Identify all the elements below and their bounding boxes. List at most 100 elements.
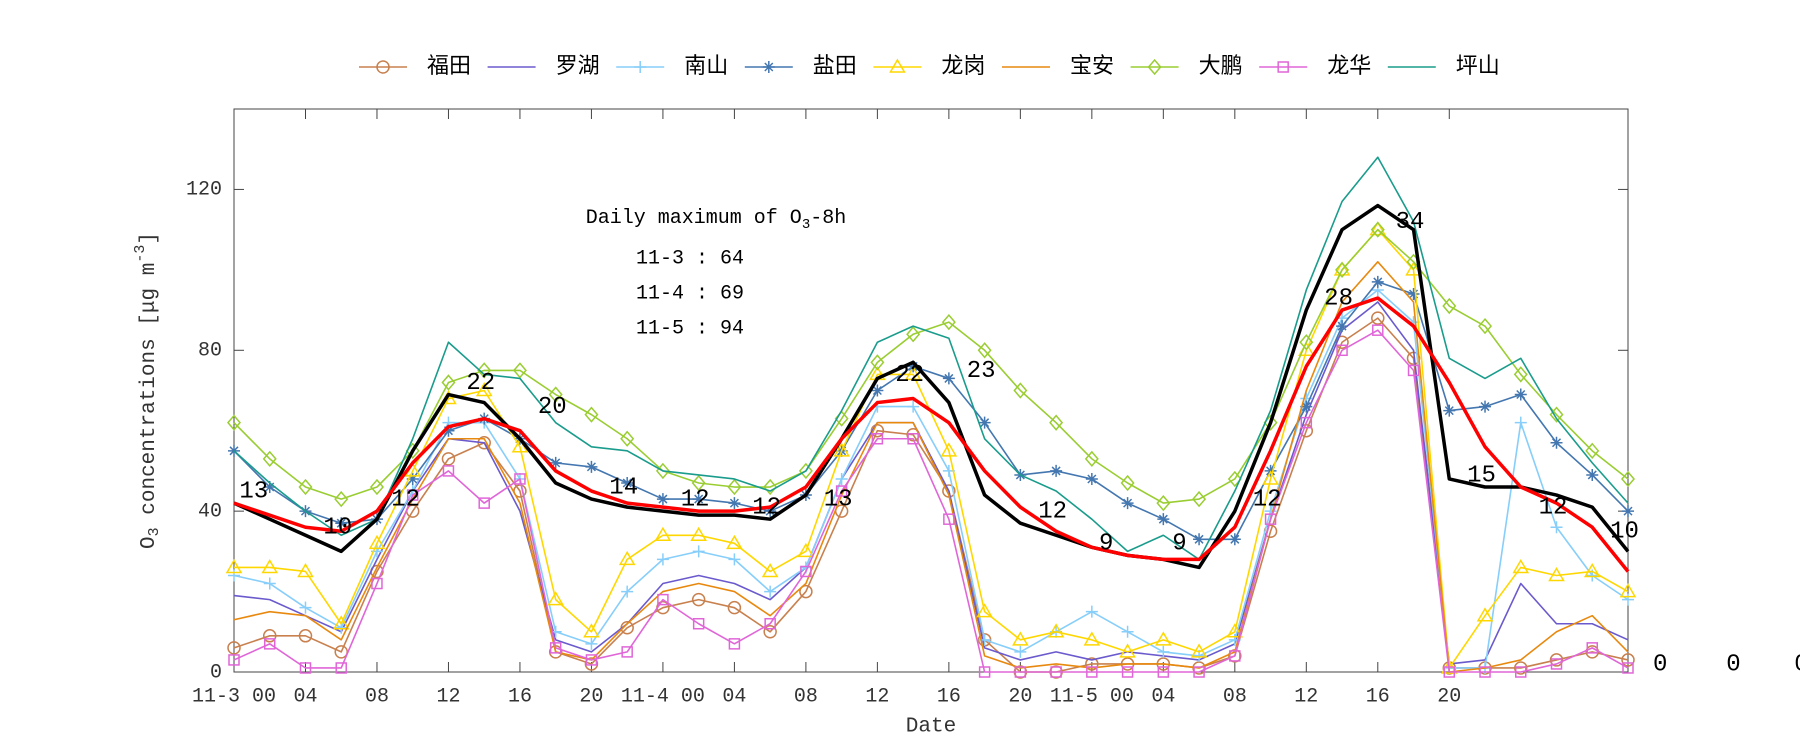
point [1476, 607, 1494, 622]
point [583, 623, 600, 638]
point [654, 526, 672, 542]
annotation: 0 [1726, 651, 1740, 678]
annotation: 9 [1099, 531, 1113, 558]
y-axis-label-part: O [138, 536, 161, 549]
point [548, 386, 563, 403]
annotation: 12 [391, 486, 420, 513]
point [1085, 472, 1098, 485]
point [406, 472, 419, 485]
annotation: 12 [1539, 495, 1568, 522]
point [1442, 297, 1457, 315]
point [1335, 335, 1349, 349]
info-title-part: Daily maximum of O [586, 207, 802, 230]
point [1264, 505, 1277, 518]
y-tick-label: 120 [186, 179, 222, 202]
x-tick-label: 08 [365, 685, 389, 708]
point [976, 603, 993, 618]
point [1120, 474, 1135, 492]
x-axis-label: Date [906, 716, 956, 739]
point [298, 478, 313, 496]
point [870, 354, 885, 371]
y-tick-label: 80 [198, 340, 222, 363]
x-tick-label: 08 [794, 685, 818, 708]
point [1227, 470, 1242, 488]
annotation: 22 [895, 362, 924, 389]
point [299, 601, 312, 614]
series-line [233, 329, 1629, 673]
point [549, 642, 562, 654]
x-tick-label: 12 [436, 685, 460, 708]
info-line: 11-3 : 64 [636, 247, 744, 270]
series-line [233, 281, 1629, 541]
point [1193, 533, 1206, 546]
point [1514, 388, 1527, 401]
point [1050, 464, 1063, 477]
point [1585, 442, 1600, 459]
info-title: Daily maximum of O3-8h [586, 207, 846, 232]
point [692, 493, 705, 506]
point [228, 654, 240, 666]
point [618, 550, 636, 566]
x-tick-label: 11-3 00 [192, 685, 276, 708]
point [1336, 344, 1348, 357]
point [1155, 631, 1172, 646]
x-tick-label: 12 [1294, 685, 1318, 708]
point [907, 433, 919, 445]
legend: 福田 罗湖 南山 盐田 龙岗 宝安 大鹏 龙华 坪山 [359, 54, 1500, 79]
point [1013, 382, 1028, 399]
point [371, 577, 383, 590]
point [1407, 287, 1420, 300]
x-tick-label: 16 [1366, 685, 1390, 708]
point [442, 465, 455, 477]
point [1371, 275, 1384, 288]
series-line [233, 228, 1629, 504]
point [1512, 558, 1530, 574]
point [584, 406, 599, 423]
point [406, 489, 419, 501]
point [1229, 650, 1241, 662]
point [1550, 521, 1563, 534]
point [728, 497, 741, 510]
annotation: 34 [1396, 209, 1425, 236]
point [1050, 666, 1062, 678]
legend-label: 坪山 [1456, 54, 1500, 79]
point [1300, 400, 1313, 413]
point [227, 641, 241, 655]
annotation: 0 [1794, 651, 1800, 678]
summary-line [233, 296, 1630, 573]
point [1622, 505, 1634, 518]
y-axis-label-part: ] [138, 232, 161, 245]
legend-marker [762, 61, 775, 73]
point [1443, 404, 1456, 417]
point [691, 592, 706, 607]
point [368, 534, 386, 550]
legend-label: 盐田 [813, 54, 857, 79]
annotation: 22 [466, 370, 495, 397]
point [1190, 643, 1208, 658]
x-tick-label: 12 [865, 685, 889, 708]
point [941, 313, 956, 331]
plot-frame [233, 108, 1629, 673]
annotation: 10 [1610, 519, 1639, 546]
point [657, 593, 669, 606]
point [227, 414, 241, 431]
y-axis-label: O3 concentrations [μg m-3] [132, 232, 163, 549]
point [335, 517, 348, 530]
x-tick-label: 08 [1223, 685, 1247, 708]
point [441, 452, 456, 466]
annotation: 28 [1324, 285, 1353, 312]
point [727, 600, 742, 615]
legend-label: 罗湖 [556, 54, 600, 79]
point [656, 553, 669, 566]
point [228, 444, 240, 457]
point [1514, 416, 1527, 429]
annotation: 12 [681, 486, 710, 513]
point [763, 625, 777, 639]
point [262, 450, 277, 468]
x-tick-label: 04 [293, 685, 317, 708]
point [1369, 221, 1387, 236]
point [1479, 666, 1491, 678]
y-axis-label-part: concentrations [μg m [138, 263, 161, 528]
